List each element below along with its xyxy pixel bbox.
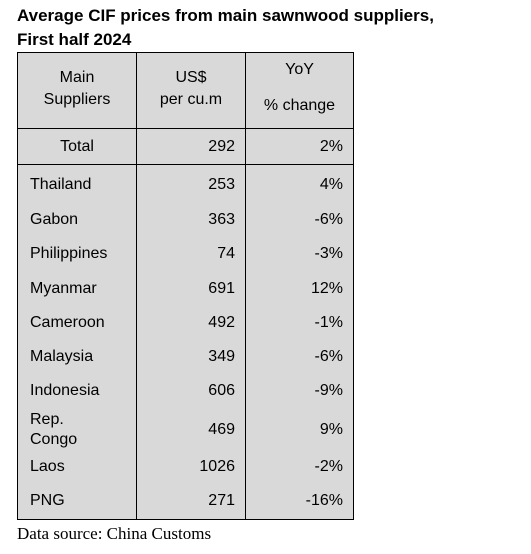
supplier-name: Thailand	[30, 176, 92, 193]
table-row: Rep. Congo 469 9%	[18, 408, 353, 452]
table-row-total: Total 292 2%	[18, 129, 353, 165]
supplier-change: -9%	[314, 382, 343, 399]
supplier-change: 12%	[310, 280, 343, 297]
supplier-change: 4%	[319, 176, 343, 193]
header-change: YoY % change	[246, 59, 353, 117]
total-price: 292	[208, 137, 235, 155]
supplier-name: Indonesia	[30, 382, 100, 399]
supplier-price: 469	[208, 421, 235, 438]
supplier-change: -16%	[305, 492, 343, 509]
supplier-change: 9%	[319, 421, 343, 438]
header-price-line-2: per cu.m	[159, 91, 223, 108]
supplier-name: Philippines	[30, 245, 108, 262]
table-row: Laos 1026 -2%	[18, 450, 353, 484]
title-line-1: Average CIF prices from main sawnwood su…	[17, 6, 434, 25]
supplier-name-line-1: Rep.	[30, 411, 64, 428]
data-source: Data source: China Customs	[17, 524, 212, 543]
table-row: Philippines 74 -3%	[18, 237, 353, 271]
supplier-name: Myanmar	[30, 280, 97, 297]
supplier-name: Cameroon	[30, 314, 105, 331]
total-change: 2%	[319, 137, 343, 155]
supplier-name-line-2: Congo	[30, 431, 78, 448]
header-suppliers-line-2: Suppliers	[43, 91, 111, 108]
table-row: Cameroon 492 -1%	[18, 306, 353, 340]
supplier-price: 1026	[199, 458, 235, 475]
title-line-2: First half 2024	[17, 30, 132, 49]
supplier-change: -2%	[314, 458, 343, 475]
table-row: Gabon 363 -6%	[18, 203, 353, 237]
price-table: Main Suppliers US$ per cu.m YoY % change…	[17, 52, 354, 520]
supplier-name: Laos	[30, 458, 65, 475]
supplier-price: 74	[217, 245, 235, 262]
header-change-line-2: % change	[263, 97, 336, 114]
header-suppliers: Main Suppliers	[18, 67, 136, 111]
table-row: Myanmar 691 12%	[18, 272, 353, 306]
supplier-name: PNG	[30, 492, 65, 509]
supplier-price: 691	[208, 280, 235, 297]
supplier-price: 253	[208, 176, 235, 193]
table-row: PNG 271 -16%	[18, 484, 353, 518]
supplier-price: 363	[208, 211, 235, 228]
table-row: Indonesia 606 -9%	[18, 374, 353, 408]
supplier-name: Malaysia	[30, 348, 94, 365]
supplier-price: 606	[208, 382, 235, 399]
page-title: Average CIF prices from main sawnwood su…	[17, 4, 531, 52]
supplier-change: -6%	[314, 211, 343, 228]
table-row: Malaysia 349 -6%	[18, 340, 353, 374]
supplier-change: -3%	[314, 245, 343, 262]
column-divider-2	[245, 53, 246, 519]
supplier-price: 271	[208, 492, 235, 509]
column-divider-1	[136, 53, 137, 519]
supplier-name: Rep. Congo	[18, 408, 136, 452]
table-row: Thailand 253 4%	[18, 168, 353, 202]
supplier-price: 349	[208, 348, 235, 365]
supplier-change: -6%	[314, 348, 343, 365]
total-label: Total	[60, 137, 94, 155]
supplier-name: Gabon	[30, 211, 79, 228]
table-header: Main Suppliers US$ per cu.m YoY % change	[18, 53, 353, 129]
header-price-line-1: US$	[175, 69, 207, 86]
supplier-change: -1%	[314, 314, 343, 331]
header-change-line-1: YoY	[285, 61, 314, 78]
supplier-price: 492	[208, 314, 235, 331]
header-suppliers-line-1: Main	[59, 69, 95, 86]
header-price: US$ per cu.m	[137, 67, 245, 111]
